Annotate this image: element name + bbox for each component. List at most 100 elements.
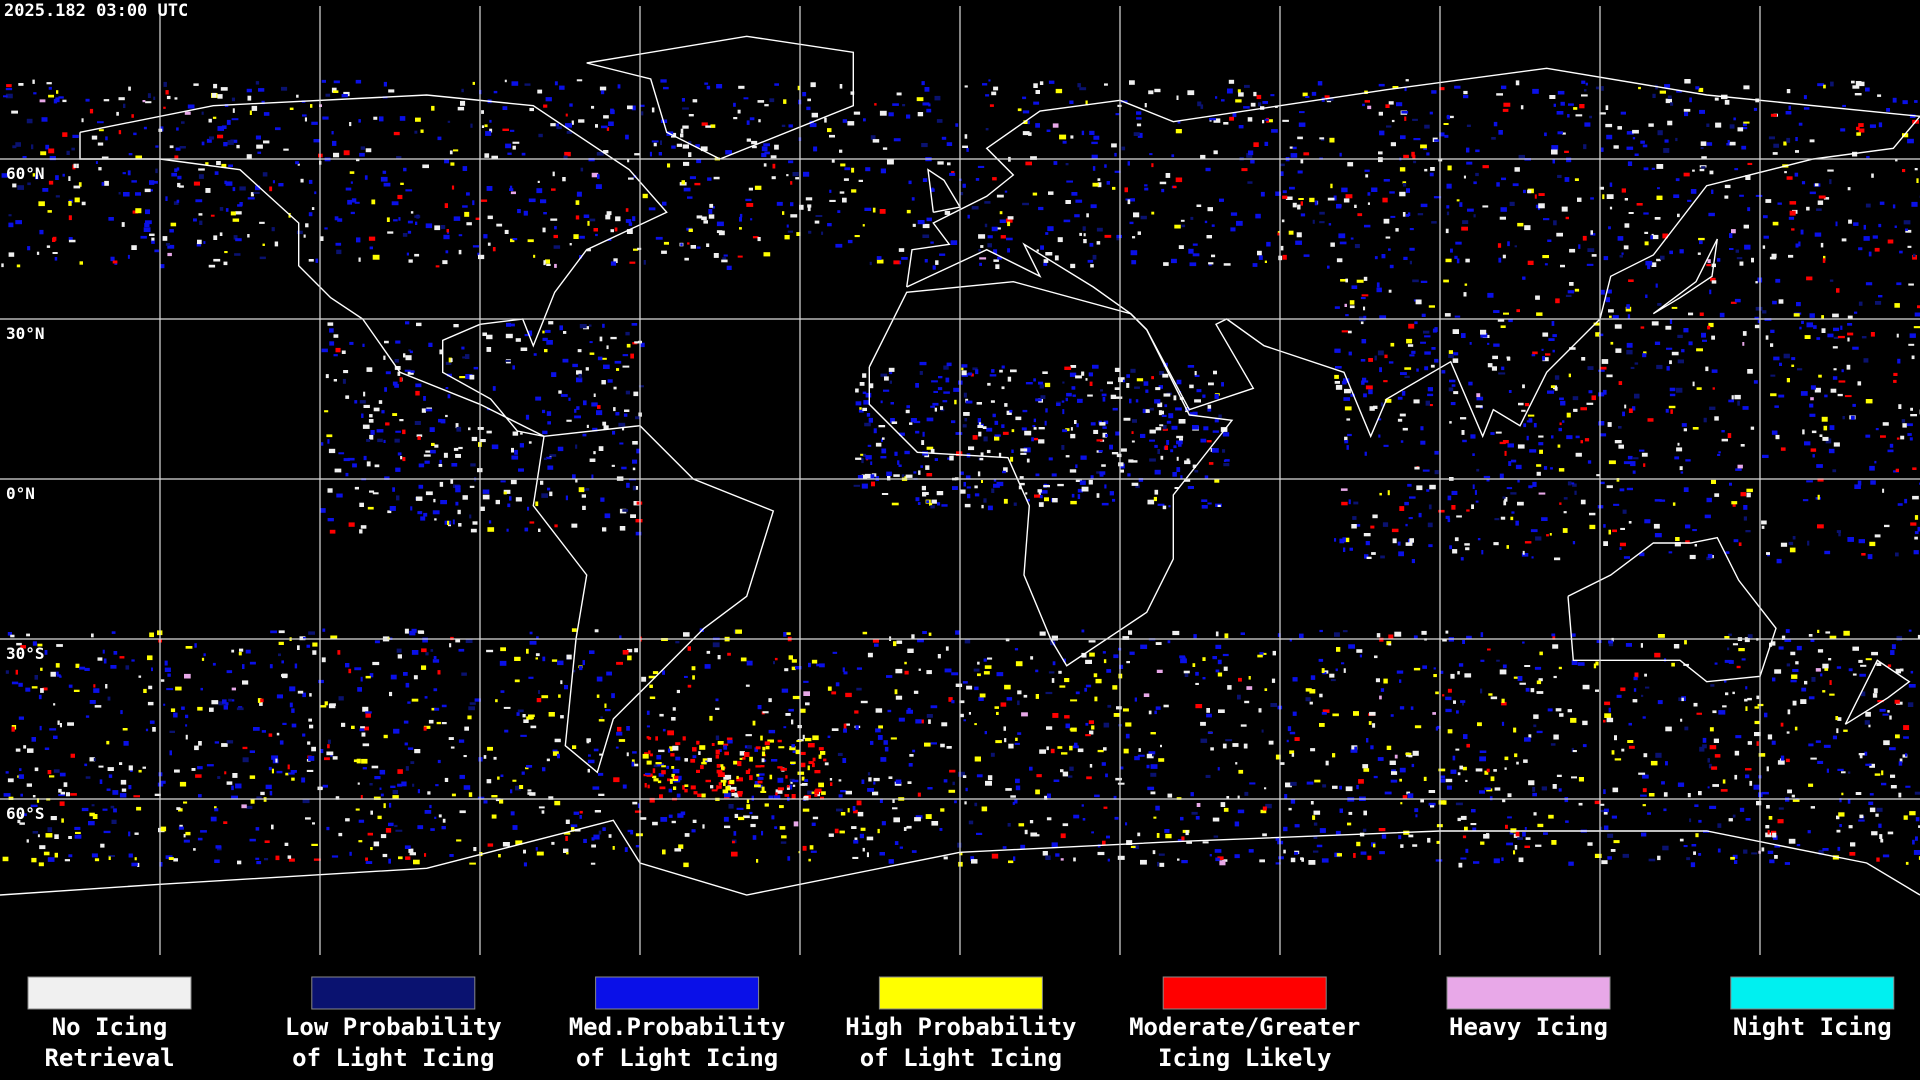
- icing-pixel: [990, 400, 995, 403]
- icing-pixel: [1899, 758, 1903, 763]
- icing-pixel: [231, 687, 236, 691]
- icing-pixel: [964, 503, 971, 508]
- icing-pixel: [930, 705, 938, 709]
- icing-pixel: [975, 369, 979, 375]
- icing-pixel: [79, 261, 83, 265]
- icing-pixel: [1712, 387, 1715, 390]
- icing-pixel: [1817, 494, 1820, 500]
- icing-pixel: [843, 728, 847, 733]
- icing-pixel: [1836, 829, 1841, 833]
- icing-pixel: [1215, 644, 1222, 649]
- icing-pixel: [1627, 161, 1633, 166]
- icing-pixel: [1770, 113, 1777, 117]
- icing-pixel: [917, 639, 924, 643]
- icing-pixel: [1714, 493, 1720, 497]
- icing-pixel: [668, 814, 673, 818]
- icing-pixel: [1887, 831, 1894, 835]
- icing-pixel: [1260, 809, 1267, 814]
- icing-pixel: [1452, 755, 1456, 761]
- icing-pixel: [1560, 101, 1565, 106]
- icing-pixel: [1462, 220, 1469, 224]
- icing-pixel: [550, 218, 558, 221]
- icing-pixel: [1765, 335, 1769, 340]
- icing-pixel: [258, 88, 265, 92]
- icing-pixel: [985, 780, 992, 786]
- icing-pixel: [746, 660, 753, 666]
- icing-pixel: [1879, 834, 1883, 839]
- icing-pixel: [1706, 123, 1710, 127]
- icing-pixel: [1572, 541, 1576, 545]
- icing-pixel: [41, 117, 48, 122]
- icing-pixel: [1363, 306, 1366, 311]
- icing-pixel: [962, 775, 967, 778]
- icing-pixel: [1335, 830, 1341, 835]
- icing-pixel: [228, 164, 233, 168]
- icing-pixel: [1796, 302, 1801, 307]
- icing-pixel: [938, 376, 943, 379]
- icing-pixel: [633, 763, 639, 767]
- icing-pixel: [291, 723, 297, 728]
- icing-pixel: [840, 790, 847, 793]
- icing-pixel: [562, 177, 566, 182]
- icing-pixel: [404, 845, 411, 849]
- icing-pixel: [1852, 403, 1856, 407]
- icing-pixel: [1598, 421, 1605, 426]
- icing-pixel: [1490, 696, 1498, 700]
- icing-pixel: [1262, 806, 1267, 811]
- icing-pixel: [1866, 156, 1870, 159]
- icing-pixel: [839, 149, 843, 153]
- icing-pixel: [335, 796, 338, 800]
- icing-pixel: [1058, 670, 1062, 674]
- icing-pixel: [1232, 112, 1237, 118]
- icing-pixel: [134, 832, 139, 835]
- icing-pixel: [909, 422, 913, 425]
- icing-pixel: [1895, 552, 1899, 557]
- icing-pixel: [1039, 631, 1046, 636]
- icing-pixel: [312, 822, 315, 825]
- icing-pixel: [972, 435, 978, 440]
- icing-pixel: [683, 187, 691, 192]
- icing-pixel: [1647, 812, 1651, 815]
- icing-pixel: [1150, 791, 1156, 795]
- icing-pixel: [873, 777, 880, 782]
- icing-pixel: [1914, 536, 1918, 540]
- icing-pixel: [221, 125, 227, 129]
- icing-pixel: [1616, 478, 1620, 482]
- icing-pixel: [89, 700, 96, 704]
- icing-pixel: [1480, 841, 1485, 845]
- icing-pixel: [1833, 442, 1840, 447]
- icing-pixel: [1717, 453, 1721, 456]
- icing-pixel: [1815, 668, 1821, 672]
- icing-pixel: [763, 163, 767, 167]
- icing-pixel: [1780, 722, 1784, 727]
- icing-pixel: [1522, 276, 1526, 280]
- icing-pixel: [1098, 450, 1103, 453]
- icing-pixel: [827, 128, 832, 133]
- icing-pixel: [1644, 673, 1647, 677]
- icing-pixel: [376, 429, 384, 433]
- icing-pixel: [1021, 712, 1028, 717]
- icing-pixel: [1219, 860, 1226, 866]
- icing-pixel: [615, 216, 621, 222]
- icing-pixel: [1463, 292, 1467, 297]
- icing-pixel: [1427, 393, 1434, 397]
- icing-pixel: [1449, 421, 1452, 424]
- icing-pixel: [1645, 686, 1650, 689]
- icing-pixel: [91, 135, 98, 140]
- icing-pixel: [1821, 315, 1824, 319]
- icing-pixel: [996, 194, 1004, 198]
- icing-pixel: [1490, 776, 1495, 782]
- icing-pixel: [1587, 366, 1594, 370]
- icing-pixel: [696, 246, 701, 249]
- icing-pixel: [255, 81, 260, 85]
- icing-pixel: [259, 256, 266, 260]
- icing-pixel: [263, 112, 270, 116]
- icing-pixel: [1823, 84, 1826, 89]
- icing-pixel: [486, 649, 494, 653]
- icing-pixel: [576, 406, 580, 410]
- icing-pixel: [893, 474, 900, 477]
- icing-pixel: [1372, 723, 1376, 728]
- icing-pixel: [1494, 518, 1500, 521]
- icing-pixel: [1571, 660, 1578, 665]
- icing-pixel: [1878, 122, 1883, 128]
